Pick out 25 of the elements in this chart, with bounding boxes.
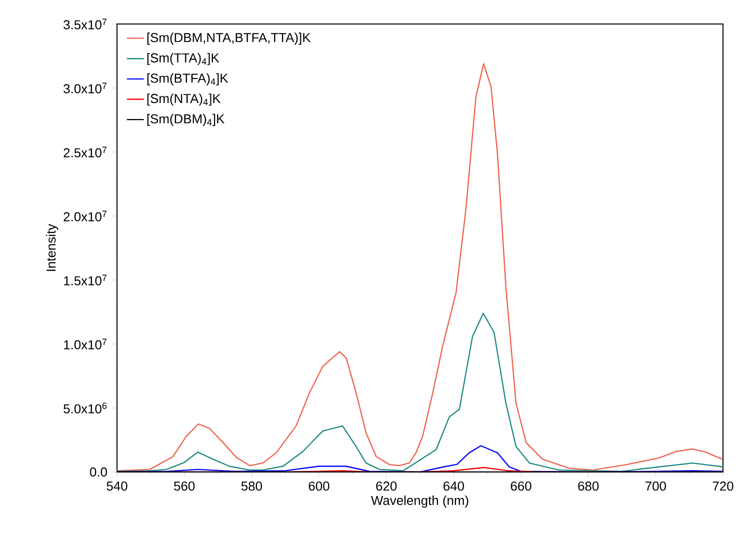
x-tick-label: 700	[646, 482, 666, 491]
y-tick-label: 2.0x10$^{7}$	[64, 210, 107, 222]
x-tick-label: 580	[241, 482, 262, 491]
x-tick-label: 540	[106, 482, 128, 491]
legend-label: [Sm(NTA)$_{4}$]K	[147, 94, 221, 106]
x-axis-title: Wavelength (nm)	[371, 496, 468, 508]
y-tick-label: 5.0x10$^{6}$	[64, 402, 107, 414]
legend-label: [Sm(TTA)$_{4}$]K	[147, 52, 220, 66]
x-tick-label: 600	[308, 482, 330, 491]
x-tick-label: 560	[174, 482, 195, 491]
y-tick-label: 0.0	[90, 467, 107, 477]
x-tick-label: 720	[712, 482, 734, 491]
y-tick-label: 2.5x10$^{7}$	[64, 146, 107, 158]
legend-label: [Sm(DBM)$_{4}$]K	[147, 114, 225, 126]
x-tick-label: 660	[510, 482, 532, 491]
x-tick-label: 640	[444, 482, 464, 491]
legend-label: [Sm(BTFA)$_{4}$]K	[147, 73, 228, 86]
y-tick-label: 1.0x10$^{7}$	[64, 338, 107, 350]
y-axis-title: Intensity	[46, 224, 58, 271]
legend-label: [Sm(DBM,NTA,BTFA,TTA)]K	[147, 32, 311, 45]
y-tick-label: 3.0x10$^{7}$	[64, 82, 107, 94]
y-tick-label: 3.5x10$^{7}$	[64, 18, 107, 30]
x-tick-label: 680	[578, 482, 599, 491]
x-tick-label: 620	[376, 482, 397, 491]
y-tick-label: 1.5x10$^{7}$	[64, 274, 107, 286]
